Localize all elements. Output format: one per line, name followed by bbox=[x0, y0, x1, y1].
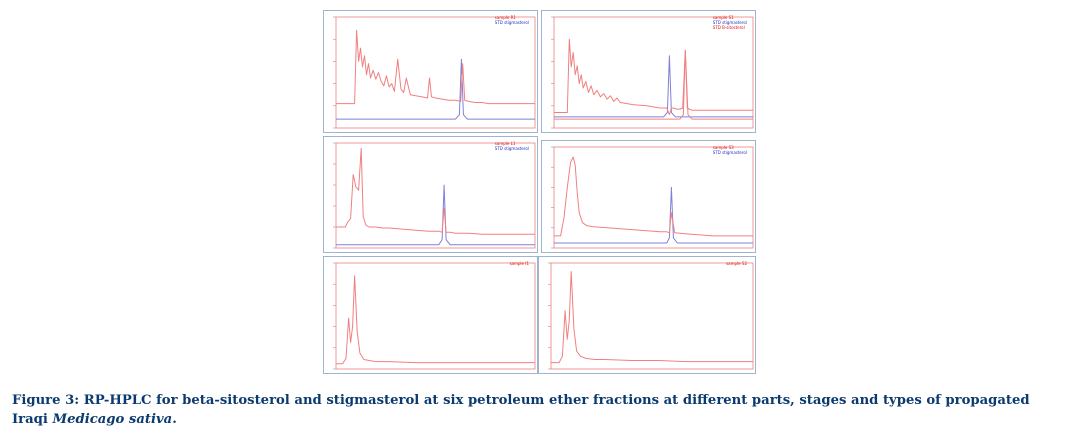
series-line-std-stigmasterol bbox=[554, 186, 753, 244]
plot-frame bbox=[335, 16, 536, 129]
chromatogram-panel-1: sample R1 STD stigmasterol bbox=[323, 10, 538, 133]
chromatogram-plot bbox=[333, 16, 536, 129]
figure-caption: Figure 3: RP-HPLC for beta-sitosterol an… bbox=[12, 391, 1064, 429]
legend-entry: STD stigmasterol bbox=[494, 146, 529, 151]
legend-entry: sample I1 bbox=[509, 261, 529, 266]
plot-frame bbox=[553, 146, 754, 249]
plot-frame bbox=[550, 262, 754, 370]
chart-legend: sample S3 STD stigmasterol bbox=[713, 145, 747, 155]
legend-entry: sample S2 bbox=[726, 261, 747, 266]
series-line-std-stigmasterol bbox=[336, 184, 535, 246]
chromatogram-plot bbox=[333, 142, 536, 249]
legend-entry: STD B-sitosterol bbox=[712, 25, 745, 30]
chromatogram-panel-6: sample S2 bbox=[538, 256, 756, 374]
chromatogram-panel-2: sample S1 STD stigmasterol STD B-sitostero… bbox=[541, 10, 756, 133]
plot-frame bbox=[335, 262, 536, 370]
caption-lead: Figure 3: RP-HPLC for beta-sitosterol an… bbox=[12, 393, 1030, 427]
series-line-sample-s3 bbox=[554, 156, 753, 237]
caption-species: Medicago sativa bbox=[52, 412, 173, 427]
chromatogram-figure: sample R1 STD stigmasterol sample S1 STD st… bbox=[320, 8, 758, 378]
chromatogram-plot bbox=[548, 262, 754, 370]
chart-legend: sample R1 STD stigmasterol bbox=[495, 15, 529, 25]
legend-entry: sample L1 bbox=[494, 141, 516, 146]
chromatogram-panel-4: sample S3 STD stigmasterol bbox=[541, 140, 756, 253]
series-line-std-b-sitosterol bbox=[554, 49, 753, 120]
series-line-sample-s1 bbox=[554, 38, 753, 116]
chart-legend: sample L1 STD stigmasterol bbox=[495, 141, 529, 151]
chart-legend: sample S1 STD stigmasterol STD B-sitostero… bbox=[713, 15, 747, 30]
chromatogram-plot bbox=[551, 16, 754, 129]
series-line-std-stigmasterol bbox=[554, 55, 753, 118]
series-line-sample-s2 bbox=[551, 271, 753, 364]
chromatogram-plot bbox=[333, 262, 536, 370]
chart-legend: sample S2 bbox=[726, 261, 747, 266]
legend-entry: sample S3 bbox=[712, 145, 734, 150]
chromatogram-panel-3: sample L1 STD stigmasterol bbox=[323, 136, 538, 253]
legend-entry: STD stigmasterol bbox=[712, 150, 747, 155]
legend-entry: sample R1 bbox=[494, 15, 516, 20]
series-line-sample-l1 bbox=[336, 147, 535, 235]
chromatogram-panel-5: sample I1 bbox=[323, 256, 538, 374]
chromatogram-plot bbox=[551, 146, 754, 249]
plot-frame bbox=[335, 142, 536, 249]
legend-entry: sample S1 bbox=[712, 15, 734, 20]
plot-frame bbox=[553, 16, 754, 129]
series-line-sample-r1 bbox=[336, 29, 535, 105]
series-line-sample-i1 bbox=[336, 275, 535, 365]
chart-legend: sample I1 bbox=[509, 261, 529, 266]
legend-entry: STD stigmasterol bbox=[494, 20, 529, 25]
series-line-std-stigmasterol bbox=[336, 58, 535, 120]
caption-end: . bbox=[172, 412, 177, 427]
legend-entry: STD stigmasterol bbox=[712, 20, 747, 25]
